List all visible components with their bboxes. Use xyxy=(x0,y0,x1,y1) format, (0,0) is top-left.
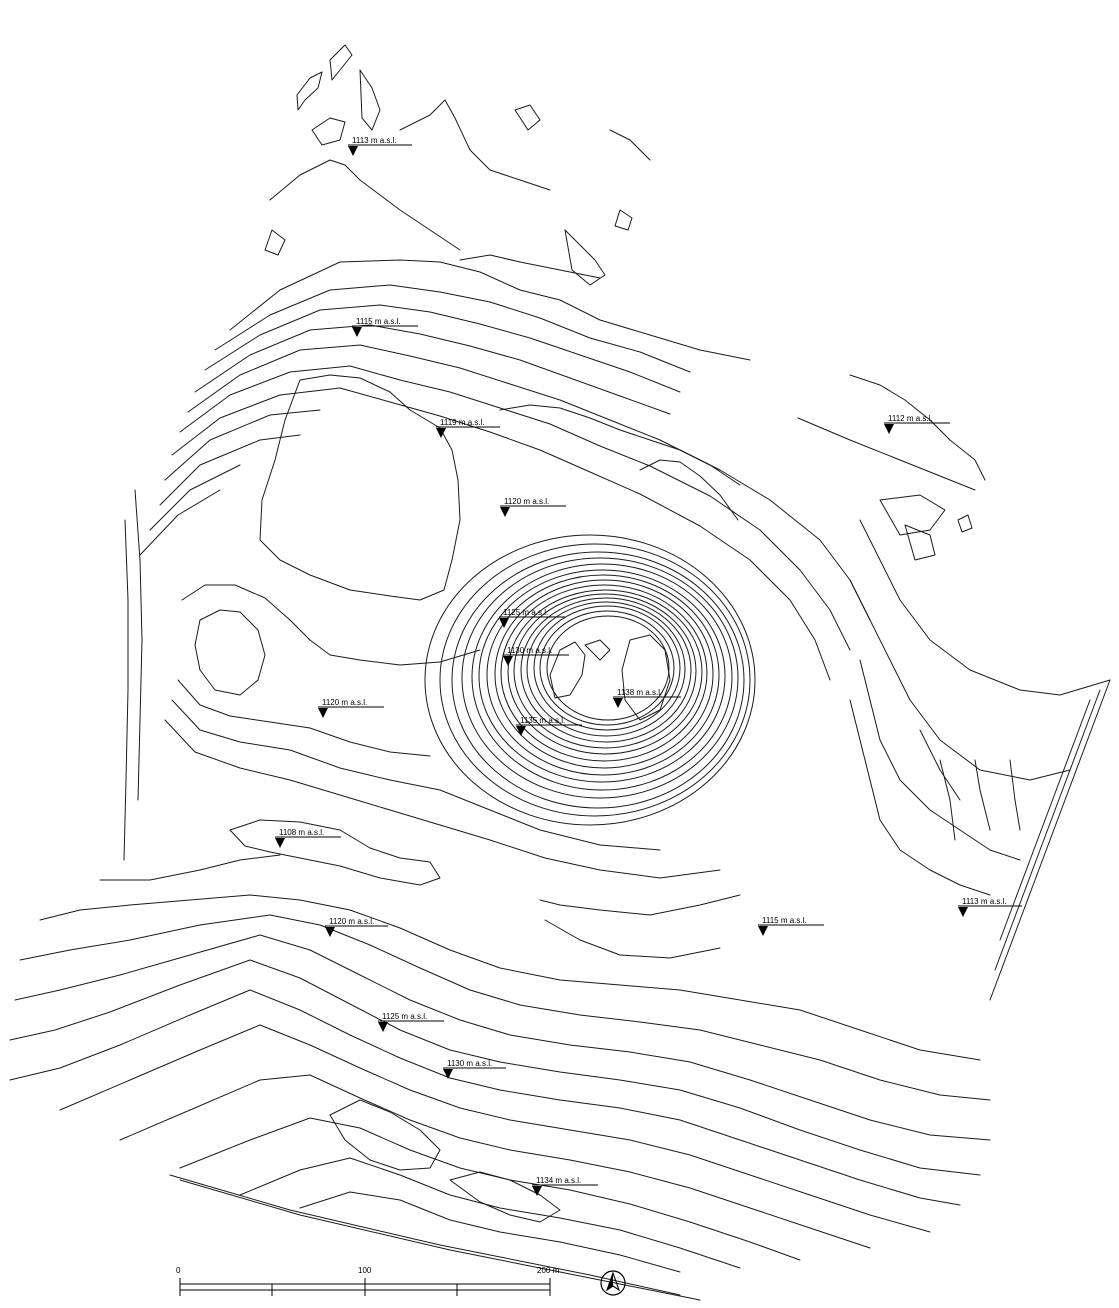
central-hill-contours xyxy=(424,534,756,826)
elevation-text: 1120 m a.s.l. xyxy=(322,698,367,707)
elevation-labels: 1113 m a.s.l. 1115 m a.s.l. 1112 m a.s.l… xyxy=(275,136,1022,1196)
elevation-label: 1120 m a.s.l. xyxy=(500,497,566,517)
triangle-marker-icon xyxy=(532,1186,542,1196)
triangle-marker-icon xyxy=(884,424,894,434)
scale-label: 100 xyxy=(358,1266,372,1275)
elevation-text: 1115 m a.s.l. xyxy=(356,317,401,326)
elevation-text: 1113 m a.s.l. xyxy=(962,897,1007,906)
elevation-label: 1108 m a.s.l. xyxy=(275,828,341,848)
triangle-marker-icon xyxy=(503,656,513,666)
triangle-marker-icon xyxy=(500,507,510,517)
triangle-marker-icon xyxy=(958,907,968,917)
triangle-marker-icon xyxy=(443,1069,453,1079)
elevation-text: 1134 m a.s.l. xyxy=(536,1176,581,1185)
elevation-label: 1115 m a.s.l. xyxy=(352,317,418,337)
elevation-label: 1113 m a.s.l. xyxy=(958,897,1022,917)
triangle-marker-icon xyxy=(436,428,446,438)
east-contours xyxy=(797,374,1111,1001)
elevation-label: 1130 m a.s.l. xyxy=(443,1059,506,1079)
triangle-marker-icon xyxy=(378,1022,388,1032)
triangle-marker-icon xyxy=(348,146,358,156)
elevation-text: 1119 m a.s.l. xyxy=(440,418,485,427)
elevation-text: 1112 m a.s.l. xyxy=(888,414,933,423)
elevation-label: 1134 m a.s.l. xyxy=(532,1176,598,1196)
elevation-label: 1138 m a.s.l. xyxy=(613,688,681,708)
triangle-marker-icon xyxy=(516,726,526,736)
elevation-label: 1120 m a.s.l. xyxy=(325,917,388,937)
scale-label: 0 xyxy=(176,1266,181,1275)
elevation-text: 1130 m a.s.l. xyxy=(447,1059,492,1068)
triangle-marker-icon xyxy=(499,618,509,628)
triangle-marker-icon xyxy=(275,838,285,848)
elevation-text: 1120 m a.s.l. xyxy=(504,497,549,506)
elevation-label: 1130 m a.s.l. xyxy=(503,646,569,666)
north-arrow-icon xyxy=(600,1270,626,1296)
north-outcrop-contours xyxy=(264,44,651,286)
elevation-text: 1115 m a.s.l. xyxy=(762,916,807,925)
elevation-text: 1125 m a.s.l. xyxy=(503,608,548,617)
scale-bar: 0 100 200 m xyxy=(176,1266,560,1296)
triangle-marker-icon xyxy=(352,327,362,337)
elevation-label: 1120 m a.s.l. xyxy=(318,698,384,718)
south-contours xyxy=(9,819,991,1301)
elevation-label: 1125 m a.s.l. xyxy=(499,608,565,628)
elevation-text: 1125 m a.s.l. xyxy=(382,1012,427,1021)
elevation-text: 1135 m a.s.l. xyxy=(520,716,565,725)
elevation-label: 1115 m a.s.l. xyxy=(758,916,824,936)
elevation-text: 1108 m a.s.l. xyxy=(279,828,324,837)
elevation-text: 1130 m a.s.l. xyxy=(507,646,552,655)
elevation-label: 1113 m a.s.l. xyxy=(348,136,412,156)
triangle-marker-icon xyxy=(318,708,328,718)
elevation-text: 1138 m a.s.l. xyxy=(617,688,662,697)
elevation-label: 1125 m a.s.l. xyxy=(378,1012,444,1032)
elevation-label: 1135 m a.s.l. xyxy=(516,716,582,736)
elevation-text: 1113 m a.s.l. xyxy=(352,136,397,145)
elevation-text: 1120 m a.s.l. xyxy=(329,917,374,926)
elevation-label: 1119 m a.s.l. xyxy=(436,418,500,438)
northwest-contours xyxy=(123,259,871,861)
scale-label: 200 m xyxy=(537,1266,560,1275)
elevation-label: 1112 m a.s.l. xyxy=(884,414,950,434)
triangle-marker-icon xyxy=(325,927,335,937)
central-depression-contours xyxy=(164,374,741,879)
triangle-marker-icon xyxy=(613,698,623,708)
triangle-marker-icon xyxy=(758,926,768,936)
